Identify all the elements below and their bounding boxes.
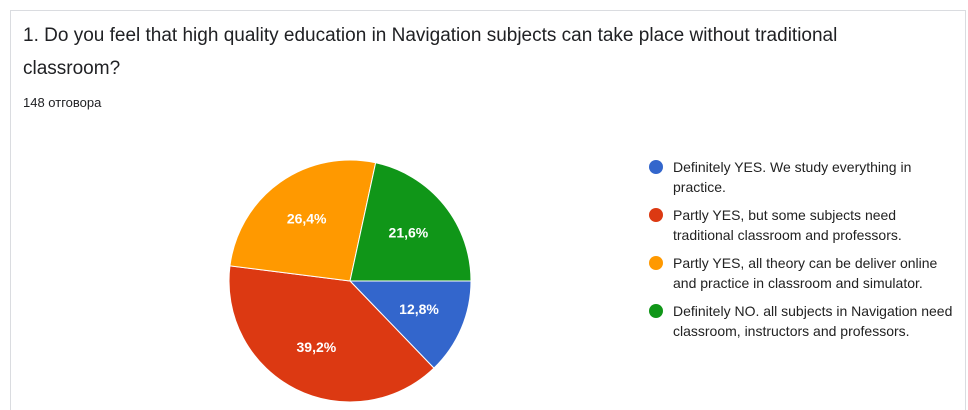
- chart-title: 1. Do you feel that high quality educati…: [23, 25, 838, 79]
- pie-slice: [228, 265, 435, 403]
- legend-swatch: [649, 208, 663, 222]
- legend-entry: Definitely NO. all subjects in Navigatio…: [649, 301, 958, 341]
- legend-entry: Partly YES, all theory can be deliver on…: [649, 253, 958, 293]
- slice-label: 12,8%: [399, 301, 439, 317]
- pie-chart: 12,8% 39,2% 26,4% 21,6%: [228, 159, 472, 403]
- legend-label: Partly YES, all theory can be deliver on…: [673, 255, 938, 291]
- legend-entry: Definitely YES. We study everything in p…: [649, 157, 958, 197]
- legend-swatch: [649, 160, 663, 174]
- question-card: 1. Do you feel that high quality educati…: [10, 10, 966, 410]
- slice-label: 26,4%: [287, 210, 327, 226]
- pie-slice: [349, 162, 472, 282]
- legend-label: Definitely NO. all subjects in Navigatio…: [673, 303, 953, 339]
- pie-slice: [348, 280, 472, 369]
- legend-swatch: [649, 304, 663, 318]
- legend-label: Partly YES, but some subjects need tradi…: [673, 207, 902, 243]
- legend-label: Definitely YES. We study everything in p…: [673, 159, 912, 195]
- slice-label: 21,6%: [389, 225, 429, 241]
- legend-swatch: [649, 256, 663, 270]
- pie-slice: [229, 159, 377, 282]
- legend-entry: Partly YES, but some subjects need tradi…: [649, 205, 958, 245]
- legend: Definitely YES. We study everything in p…: [649, 157, 959, 349]
- response-count: 148 отговора: [23, 95, 102, 110]
- slice-label: 39,2%: [297, 339, 337, 355]
